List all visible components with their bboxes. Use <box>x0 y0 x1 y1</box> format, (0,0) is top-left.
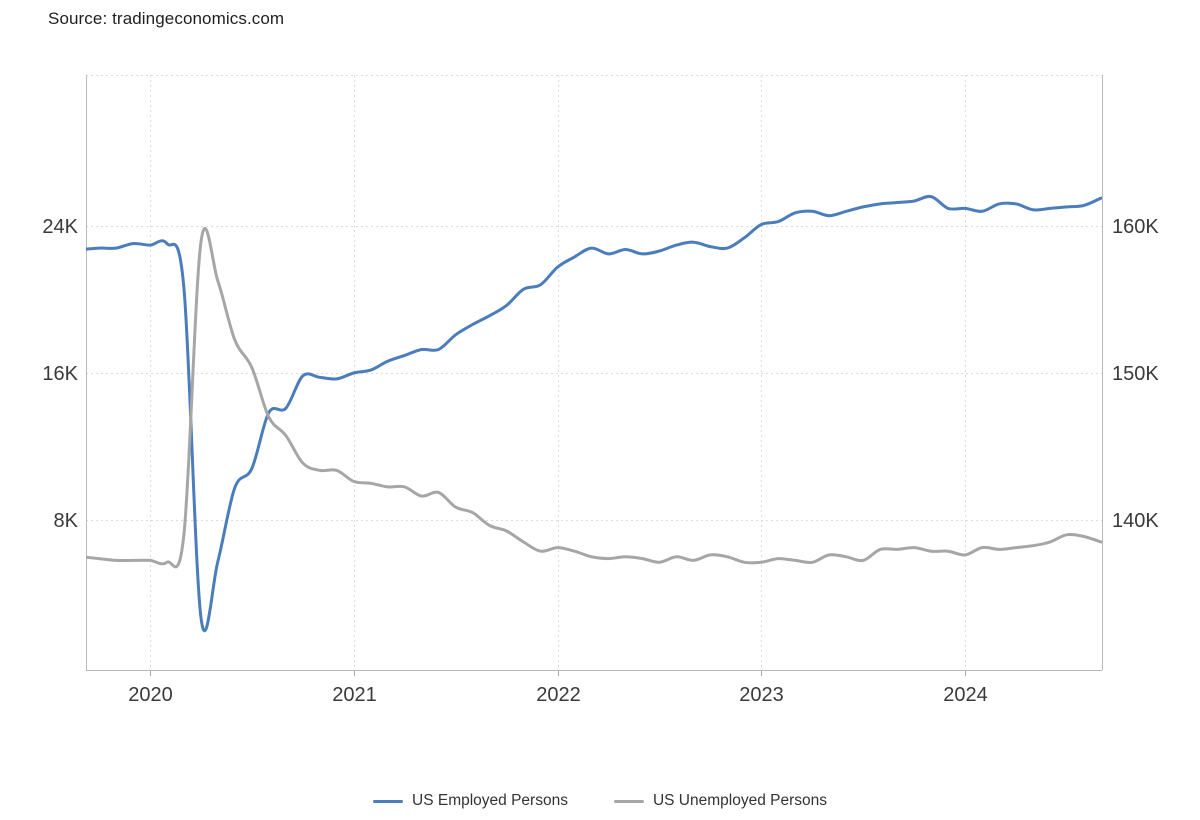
unemployed-series-line-icon <box>613 799 644 803</box>
legend-item-us-employed-persons[interactable]: US Employed Persons <box>373 792 568 810</box>
x-axis-label-2022: 2022 <box>536 684 581 706</box>
y-axis-left-label-8K: 8K <box>54 510 79 532</box>
chart-legend: US Employed Persons US Unemployed Person… <box>0 792 1200 810</box>
y-axis-right-label-140K: 140K <box>1112 510 1159 532</box>
employed-series-line-icon <box>373 799 404 803</box>
y-axis-right-label-150K: 150K <box>1112 363 1159 385</box>
x-axis-label-2021: 2021 <box>332 684 377 706</box>
chart-canvas[interactable]: 2020 2021 2022 2023 2024 24K 16K 8K 160K 150K 140K <box>0 0 1200 715</box>
x-axis-label-2024: 2024 <box>943 684 988 706</box>
legend-item-us-unemployed-persons[interactable]: US Unemployed Persons <box>613 792 827 810</box>
x-axis-label-2023: 2023 <box>739 684 784 706</box>
series-line-unemployed <box>86 226 1102 569</box>
y-axis-left-label-16K: 16K <box>42 363 78 385</box>
x-axis-label-2020: 2020 <box>128 684 173 706</box>
legend-label-unemployed: US Unemployed Persons <box>652 792 827 809</box>
series-line-employed <box>86 194 1102 633</box>
y-axis-right-label-160K: 160K <box>1112 216 1159 238</box>
source-attribution: Source: tradingeconomics.com <box>48 9 285 28</box>
y-axis-left-label-24K: 24K <box>42 216 78 238</box>
legend-label-employed: US Employed Persons <box>412 792 568 809</box>
